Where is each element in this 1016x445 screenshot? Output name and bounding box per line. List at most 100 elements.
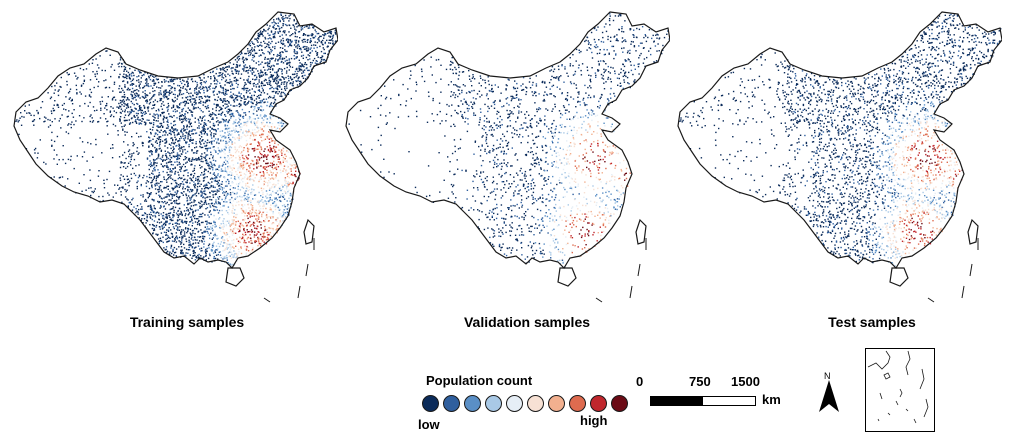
sample-point (266, 217, 268, 220)
sample-point (19, 117, 21, 119)
sample-point (159, 126, 162, 128)
sample-point (232, 182, 234, 184)
sample-point (263, 29, 265, 31)
sample-point (268, 83, 271, 86)
sample-point (285, 191, 288, 194)
sample-point (236, 96, 238, 99)
sample-point (243, 228, 245, 230)
sample-point (112, 196, 114, 198)
sample-point (180, 167, 182, 169)
sample-point (298, 80, 301, 83)
sample-point (169, 171, 171, 173)
sample-point (257, 131, 259, 133)
sample-point (176, 195, 178, 198)
sample-point (113, 115, 115, 118)
sample-point (200, 194, 202, 196)
sample-point (254, 128, 256, 131)
sample-point (199, 131, 202, 133)
sample-point (265, 166, 268, 168)
sample-point (157, 188, 159, 191)
sample-point (228, 208, 230, 211)
sample-point (207, 147, 209, 150)
sample-point (167, 91, 169, 93)
sample-point (129, 180, 131, 182)
sample-point (146, 157, 149, 159)
sample-point (249, 167, 251, 169)
sample-point (261, 213, 263, 216)
sample-point (258, 86, 260, 88)
sample-point (254, 118, 256, 120)
sample-point (206, 250, 208, 252)
sample-point (153, 229, 156, 231)
sample-point (105, 105, 107, 107)
sample-point (266, 146, 268, 148)
sample-point (276, 199, 278, 201)
sample-point (115, 111, 118, 114)
sample-point (240, 179, 243, 181)
sample-point (191, 111, 194, 113)
sample-point (268, 216, 270, 218)
sample-point (190, 78, 193, 81)
sample-point (267, 38, 269, 40)
sample-point (247, 198, 249, 200)
sample-point (280, 171, 282, 174)
sample-point (241, 163, 243, 165)
sample-point (241, 164, 244, 167)
sample-point (176, 203, 179, 205)
sample-point (166, 95, 168, 98)
sample-point (221, 68, 223, 70)
sample-point (253, 82, 255, 85)
sample-point (255, 84, 257, 86)
sample-point (139, 83, 141, 85)
sample-point (217, 242, 219, 245)
sample-point (99, 55, 101, 57)
sample-point (136, 89, 138, 91)
sample-point (143, 97, 146, 99)
sample-point (228, 101, 230, 103)
sample-point (68, 90, 71, 93)
sample-point (152, 87, 154, 89)
sample-point (174, 170, 177, 173)
sample-point (307, 49, 310, 51)
sample-point (306, 48, 308, 50)
sample-point (253, 135, 255, 137)
sample-point (304, 41, 306, 43)
sample-point (305, 63, 308, 66)
sample-point (189, 139, 192, 141)
sample-point (269, 105, 271, 107)
sample-point (193, 101, 195, 104)
sample-point (243, 160, 245, 163)
sample-point (191, 133, 193, 135)
sample-point (185, 181, 187, 183)
sample-point (168, 204, 170, 206)
sample-point (304, 38, 306, 41)
sample-point (315, 50, 317, 53)
sample-point (118, 156, 121, 158)
sample-point (294, 35, 296, 38)
sample-point (218, 122, 220, 124)
sample-point (222, 69, 224, 71)
sample-point (156, 149, 158, 151)
sample-point (162, 154, 164, 157)
sample-point (160, 93, 162, 96)
sample-point (334, 33, 337, 35)
sample-point (83, 174, 85, 176)
sample-point (173, 143, 175, 145)
sample-point (173, 246, 176, 249)
sample-point (169, 222, 171, 225)
sample-point (128, 155, 130, 158)
sample-point (253, 90, 256, 93)
sample-point (300, 29, 302, 31)
sample-point (214, 235, 217, 238)
sample-point (199, 224, 201, 226)
sample-point (281, 121, 284, 123)
sample-point (47, 118, 49, 121)
sample-point (245, 190, 247, 192)
sample-point (206, 247, 208, 250)
sample-point (190, 189, 193, 191)
sample-point (137, 109, 139, 112)
sample-point (172, 105, 175, 107)
sample-point (104, 107, 106, 109)
sample-point (248, 207, 250, 209)
sample-point (304, 62, 306, 64)
